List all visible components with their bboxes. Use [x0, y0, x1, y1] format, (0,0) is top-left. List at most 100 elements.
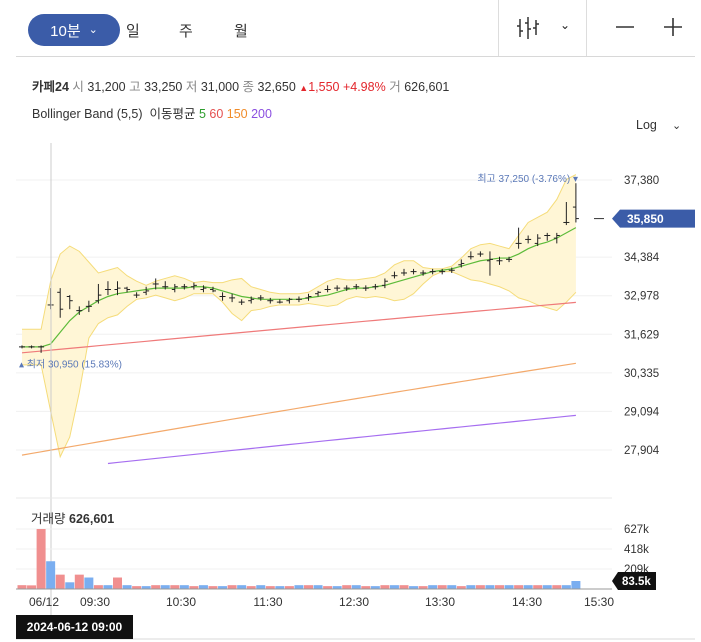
bollinger-label[interactable]: Bollinger Band (5,5) — [32, 107, 143, 121]
y-tick-label: 27,904 — [624, 445, 660, 457]
bollinger-band-fill — [22, 174, 576, 457]
open-label: 시 — [72, 80, 84, 94]
volume-value: 626,601 — [404, 80, 450, 94]
change-value: 1,550 — [308, 80, 340, 94]
volume-bar — [179, 585, 189, 589]
y-tick-label: 31,629 — [624, 329, 659, 341]
y-tick-label: 32,978 — [624, 291, 659, 303]
volume-bar — [380, 585, 390, 589]
ma60-label: 60 — [209, 107, 224, 121]
volume-current-badge — [612, 572, 656, 590]
volume-bar — [485, 585, 495, 589]
volume-bar — [552, 585, 562, 589]
volume-bar — [428, 585, 438, 589]
volume-bar — [27, 585, 37, 589]
crosshair-date-label: 2024-06-12 09:00 — [16, 615, 133, 639]
volume-bar — [160, 585, 170, 589]
volume-bar — [84, 577, 94, 589]
x-tick-label: 11:30 — [253, 595, 282, 609]
volume-bar — [447, 585, 457, 589]
ma60-line — [21, 301, 576, 354]
volume-bar — [256, 585, 266, 589]
volume-bar — [475, 585, 485, 589]
interval-label: 10분 — [50, 22, 81, 40]
x-tick-label: 15:30 — [584, 595, 614, 609]
chevron-down-icon: ⌄ — [88, 23, 98, 36]
volume-bar — [284, 586, 294, 589]
volume-bar — [265, 586, 275, 589]
volume-bar — [466, 585, 476, 589]
volume-bar — [342, 585, 352, 589]
volume-label: 거 — [389, 80, 401, 94]
volume-bar — [389, 585, 399, 589]
volume-bar — [170, 585, 180, 589]
indicator-legend: Bollinger Band (5,5) 이동평균 5 60 150 200 — [32, 103, 272, 122]
tab-week[interactable]: 주 — [179, 23, 193, 40]
current-price-badge — [612, 209, 695, 228]
volume-bar — [218, 586, 228, 589]
ma5-label: 5 — [198, 107, 206, 121]
volume-bar — [294, 585, 304, 589]
volume-bar — [313, 585, 323, 589]
volume-bar — [504, 585, 514, 589]
y-tick-label: 29,094 — [624, 406, 660, 418]
volume-current-label: 83.5k — [622, 576, 651, 588]
ma-label[interactable]: 이동평균 — [149, 107, 196, 121]
minus-icon[interactable] — [614, 16, 636, 43]
volume-title: 거래량 — [31, 512, 66, 526]
bollinger-lower-line — [22, 271, 577, 459]
quote-summary: 카페24 시 31,200 고 33,250 저 31,000 종 32,650… — [32, 76, 449, 95]
interval-select[interactable]: 10분 ⌄ — [28, 14, 120, 46]
volume-bar — [227, 585, 237, 589]
volume-bar — [409, 586, 419, 589]
volume-bar — [523, 585, 533, 589]
high-label: 고 — [129, 80, 141, 94]
tab-day[interactable]: 일 — [126, 23, 140, 40]
volume-bar — [571, 581, 581, 589]
volume-bar — [189, 586, 199, 589]
volume-bar — [399, 585, 409, 589]
low-value: 31,000 — [200, 80, 240, 94]
volume-bar — [113, 577, 122, 589]
ma150-label: 150 — [226, 107, 248, 121]
x-tick-label: 12:30 — [339, 595, 369, 609]
ma150-line — [21, 362, 576, 456]
volume-bar — [542, 585, 552, 589]
low-marker-label: ▴ 최저 30,950 (15.83%) — [19, 358, 122, 370]
volume-bar — [55, 574, 65, 589]
volume-bar — [456, 586, 466, 589]
volume-bar — [323, 586, 333, 589]
high-value: 33,250 — [144, 80, 183, 94]
volume-bar — [198, 585, 208, 589]
x-tick-label: 09:30 — [80, 595, 110, 609]
x-tick-label: 10:30 — [166, 595, 196, 609]
volume-bar — [151, 585, 161, 589]
candle-type-icon[interactable] — [514, 14, 542, 47]
ma200-label: 200 — [251, 107, 272, 121]
volume-bar — [437, 585, 447, 589]
volume-bar — [533, 585, 543, 589]
x-tick-label: 06/12 — [29, 595, 59, 609]
volume-bar — [361, 586, 371, 589]
volume-bar — [141, 586, 151, 589]
chevron-down-icon[interactable]: ⌄ — [560, 18, 571, 32]
volume-bar — [304, 585, 313, 589]
plus-icon[interactable] — [662, 16, 684, 43]
volume-bar — [46, 561, 56, 589]
volume-bar — [208, 586, 218, 589]
volume-bar — [65, 582, 75, 589]
y-tick-label: 37,380 — [624, 175, 659, 187]
volume-bar — [74, 574, 84, 589]
scale-select[interactable]: Log — [636, 118, 657, 132]
y-tick-label: 34,384 — [624, 252, 660, 264]
close-value: 32,650 — [257, 80, 296, 94]
volume-bar — [36, 529, 46, 589]
chevron-down-icon[interactable]: ⌄ — [672, 120, 682, 132]
y-tick-label: 30,335 — [624, 368, 659, 380]
volume-bar — [132, 586, 142, 589]
tab-month[interactable]: 월 — [234, 23, 248, 40]
volume-bar — [418, 586, 428, 589]
toolbar-divider — [586, 0, 587, 56]
volume-bar — [17, 585, 27, 589]
